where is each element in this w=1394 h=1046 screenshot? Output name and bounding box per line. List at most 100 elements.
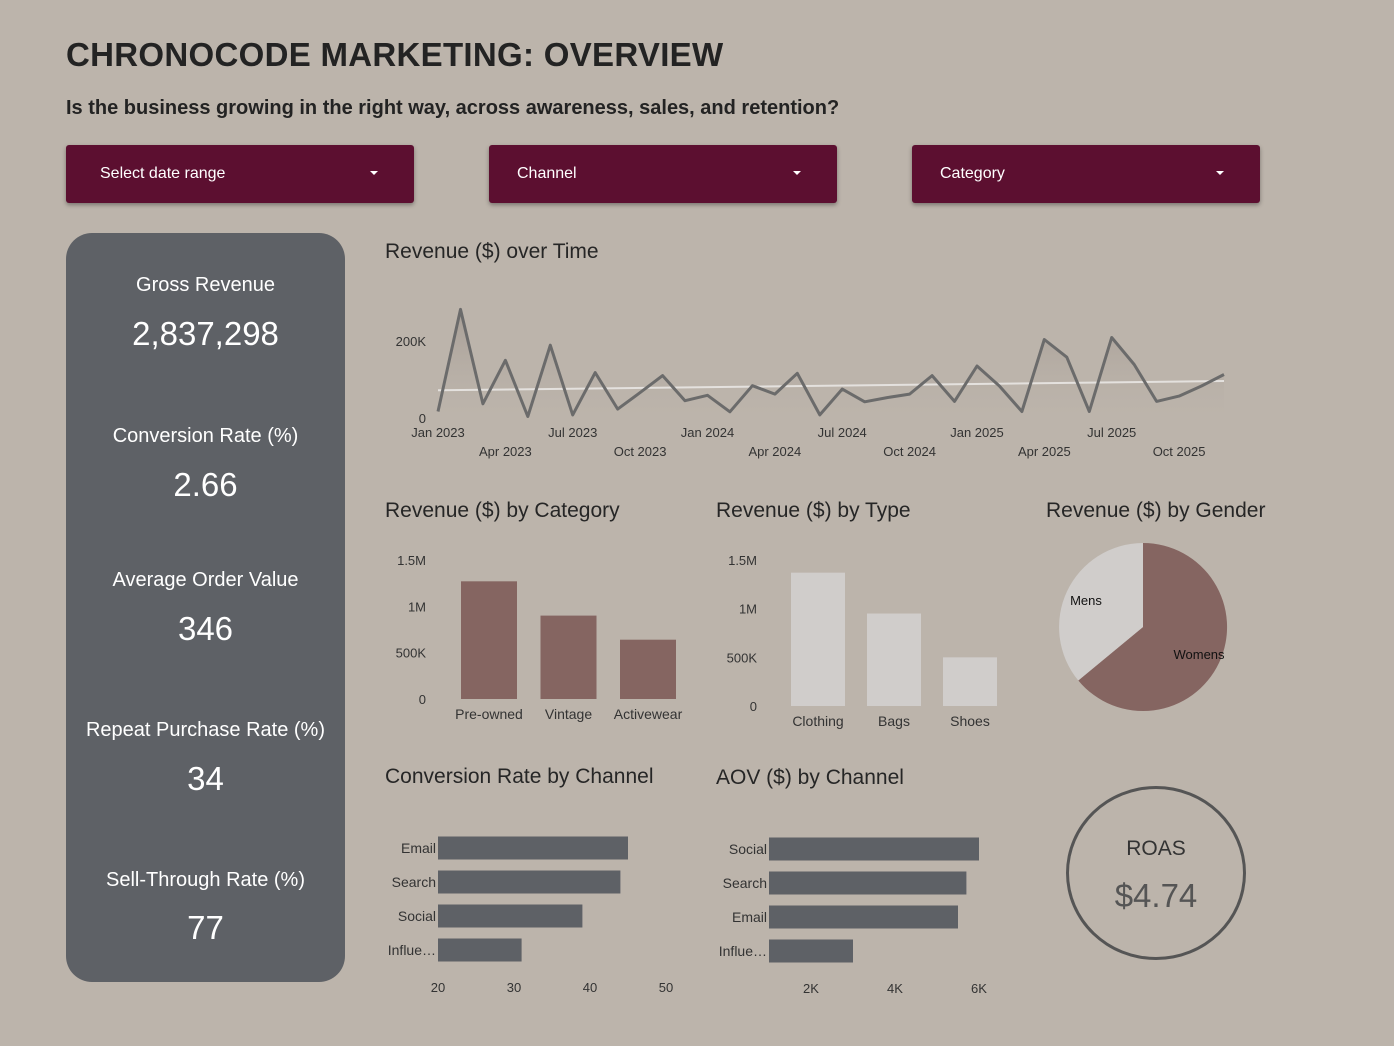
- category-label: Vintage: [545, 706, 592, 722]
- bar-bags: [867, 613, 921, 706]
- revenue-series-line: [436, 307, 1225, 418]
- bar-pre-owned: [461, 581, 517, 699]
- category-label: Search: [392, 874, 436, 890]
- aov-by-channel-title: AOV ($) by Channel: [716, 766, 904, 789]
- revenue-area: [438, 309, 1224, 418]
- bar-influe-: [438, 938, 522, 962]
- category-label: Influe…: [719, 943, 767, 959]
- category-label: Social: [729, 841, 767, 857]
- x-tick-label: 20: [431, 980, 445, 995]
- roas-badge: ROAS $4.74: [1066, 786, 1246, 960]
- x-tick-label: 40: [583, 980, 597, 995]
- kpi-sell-through-label: Sell-Through Rate (%): [106, 869, 305, 891]
- y-tick-label: 500K: [727, 650, 758, 665]
- kpi-repeat-purchase-label: Repeat Purchase Rate (%): [85, 719, 325, 741]
- category-label: Clothing: [792, 713, 843, 729]
- x-tick-label: Apr 2025: [1018, 444, 1071, 459]
- caret-down-icon: [793, 171, 801, 175]
- pie-slice-mens: [1059, 543, 1143, 681]
- pie-label: Womens: [1173, 647, 1225, 662]
- x-tick-label: 50: [659, 980, 673, 995]
- roas-label: ROAS: [1126, 837, 1186, 860]
- kpi-aov-value: 346: [177, 610, 234, 647]
- x-tick-label: Apr 2024: [748, 444, 801, 459]
- revenue-over-time-chart: 0 200K Jan 2023 Apr 2023 Jul 2023 Oct 2023 Jan…: [396, 307, 1225, 459]
- bar-search: [438, 870, 621, 894]
- y-tick-label: 1M: [408, 599, 426, 614]
- revenue-by-category-title: Revenue ($) by Category: [385, 499, 620, 522]
- page-subtitle: Is the business growing in the right way…: [66, 97, 840, 119]
- kpi-gross-revenue-value: 2,837,298: [132, 315, 279, 352]
- category-label: Email: [401, 840, 436, 856]
- conversion-by-channel-chart: Email Search Social Influe… 20 30 40 50: [388, 836, 673, 995]
- x-tick-label: 30: [507, 980, 521, 995]
- category-label: Shoes: [950, 713, 990, 729]
- aov-by-channel-chart: Social Search Email Influe… 2K 4K 6K: [719, 837, 987, 996]
- x-tick-label: Apr 2023: [479, 444, 532, 459]
- x-tick-label: 4K: [887, 981, 903, 996]
- kpi-gross-revenue-label: Gross Revenue: [136, 274, 275, 296]
- date-range-dropdown[interactable]: Select date range: [66, 145, 414, 203]
- bar-email: [769, 905, 958, 929]
- kpi-conversion-rate-value: 2.66: [173, 466, 238, 503]
- x-tick-label: Jul 2023: [548, 425, 597, 440]
- x-tick-label: Jan 2024: [681, 425, 735, 440]
- bar-email: [438, 836, 628, 860]
- caret-down-icon: [1216, 171, 1224, 175]
- bar-influe-: [769, 939, 853, 963]
- revenue-by-type-title: Revenue ($) by Type: [716, 499, 911, 522]
- category-label: Activewear: [614, 706, 683, 722]
- pie-label: Mens: [1070, 593, 1102, 608]
- x-tick-label: Oct 2025: [1153, 444, 1206, 459]
- x-tick-label: Jan 2023: [411, 425, 465, 440]
- category-label: Bags: [878, 713, 910, 729]
- bar-social: [769, 837, 979, 861]
- kpi-sell-through-value: 77: [187, 909, 224, 946]
- pie-slice-womens: [1078, 542, 1228, 711]
- revenue-over-time-title: Revenue ($) over Time: [385, 240, 599, 263]
- caret-down-icon: [370, 171, 378, 175]
- revenue-by-gender-title: Revenue ($) by Gender: [1046, 499, 1266, 522]
- x-tick-label: Jul 2025: [1087, 425, 1136, 440]
- kpi-panel: Gross Revenue 2,837,298 Conversion Rate …: [66, 233, 345, 982]
- trend-line: [437, 380, 1225, 392]
- y-tick-label: 500K: [396, 646, 427, 661]
- category-dropdown[interactable]: Category: [912, 145, 1260, 203]
- y-tick-label: 1.5M: [397, 553, 426, 568]
- channel-dropdown-label: Channel: [517, 165, 577, 182]
- y-tick-label: 0: [419, 692, 426, 707]
- y-tick-label: 0: [750, 699, 757, 714]
- y-tick-label: 200K: [396, 334, 427, 349]
- y-tick-label: 1M: [739, 602, 757, 617]
- x-tick-label: Jan 2025: [950, 425, 1004, 440]
- category-label: Search: [723, 875, 767, 891]
- kpi-repeat-purchase-value: 34: [187, 760, 224, 797]
- bar-vintage: [540, 615, 597, 699]
- category-label: Influe…: [388, 942, 436, 958]
- category-label: Social: [398, 908, 436, 924]
- conversion-by-channel-title: Conversion Rate by Channel: [385, 765, 654, 788]
- x-tick-label: Oct 2023: [614, 444, 667, 459]
- roas-value: $4.74: [1114, 877, 1198, 914]
- kpi-aov-label: Average Order Value: [112, 569, 299, 591]
- revenue-by-type-chart: 0 500K 1M 1.5M Clothing Bags Shoes: [727, 553, 997, 729]
- kpi-conversion-rate-label: Conversion Rate (%): [112, 425, 299, 447]
- bar-social: [438, 904, 583, 928]
- category-label: Email: [732, 909, 767, 925]
- bar-activewear: [620, 639, 676, 699]
- date-range-dropdown-label: Select date range: [100, 165, 226, 182]
- x-tick-label: 2K: [803, 981, 819, 996]
- y-tick-label: 1.5M: [728, 553, 757, 568]
- channel-dropdown[interactable]: Channel: [489, 145, 837, 203]
- x-tick-label: 6K: [971, 981, 987, 996]
- category-dropdown-label: Category: [940, 165, 1005, 182]
- y-tick-label: 0: [419, 411, 426, 426]
- x-tick-label: Jul 2024: [818, 425, 867, 440]
- bar-shoes: [943, 657, 997, 706]
- bar-clothing: [791, 572, 845, 706]
- revenue-by-gender-chart: Womens Mens: [1059, 542, 1228, 711]
- category-label: Pre-owned: [455, 706, 523, 722]
- revenue-by-category-chart: 0 500K 1M 1.5M Pre-owned Vintage Activewear: [396, 553, 683, 722]
- x-tick-label: Oct 2024: [883, 444, 936, 459]
